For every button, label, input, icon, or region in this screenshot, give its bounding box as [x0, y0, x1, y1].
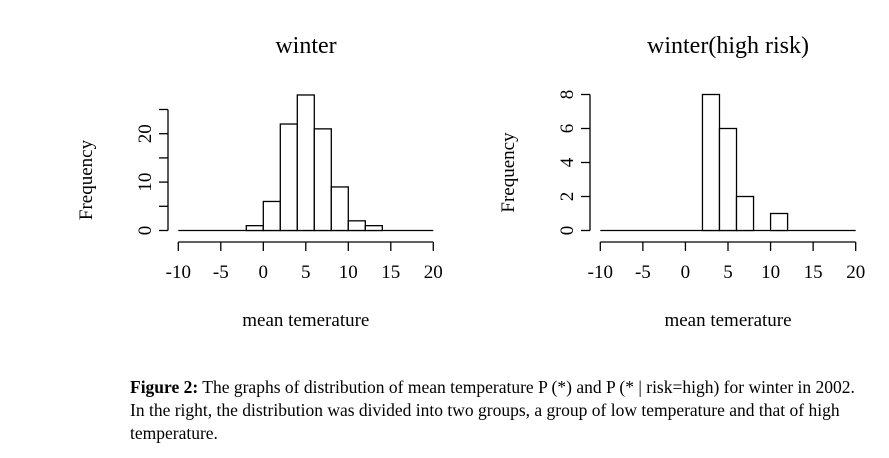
histogram-bar: [313, 128, 332, 232]
y-tick-label: 0: [135, 226, 156, 236]
x-tick-label: -10: [166, 262, 191, 283]
histogram-bar: [262, 200, 281, 232]
x-tick-label: 0: [681, 262, 691, 283]
histogram-bar: [296, 94, 315, 232]
y-tick-label: 8: [557, 90, 578, 100]
y-tick-label: 6: [557, 124, 578, 134]
x-tick-label: 15: [381, 262, 400, 283]
y-tick-label: 10: [135, 173, 156, 192]
caption-label: Figure 2:: [130, 377, 199, 397]
histogram-bar: [330, 186, 349, 232]
y-tick-label: 4: [557, 157, 578, 167]
x-tick-label: 10: [761, 262, 780, 283]
histogram-bar: [735, 195, 755, 232]
caption-text: The graphs of distribution of mean tempe…: [130, 377, 855, 443]
histogram-bar: [364, 225, 383, 232]
x-tick-label: 0: [259, 262, 269, 283]
x-tick-label: 5: [301, 262, 311, 283]
figure-caption: Figure 2: The graphs of distribution of …: [130, 376, 870, 445]
x-axis-label: mean temerature: [664, 310, 791, 331]
y-tick-label: 2: [557, 192, 578, 202]
histogram-bar: [279, 123, 298, 232]
x-tick-label: 15: [804, 262, 823, 283]
y-tick-label: 20: [135, 124, 156, 143]
histogram-bar: [769, 212, 789, 232]
x-tick-label: 20: [424, 262, 443, 283]
chart-title: winter(high risk): [647, 33, 809, 59]
x-tick-label: 10: [339, 262, 358, 283]
chart-title: winter: [275, 33, 336, 59]
histogram-bar: [347, 220, 366, 232]
x-tick-label: -5: [635, 262, 651, 283]
histogram-bar: [718, 127, 738, 232]
x-tick-label: -5: [213, 262, 229, 283]
histogram-bar: [245, 225, 264, 232]
y-axis-label: Frequency: [76, 139, 97, 220]
histogram-bar: [701, 93, 721, 232]
x-axis-label: mean temerature: [242, 310, 369, 331]
x-tick-label: 5: [723, 262, 733, 283]
x-tick-label: 20: [846, 262, 865, 283]
y-axis-label: Frequency: [498, 132, 519, 213]
x-tick-label: -10: [588, 262, 613, 283]
y-tick-label: 0: [557, 226, 578, 236]
